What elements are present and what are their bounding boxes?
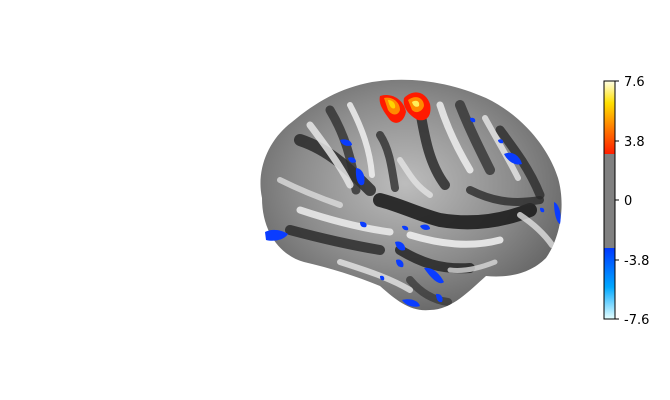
colorbar-tick-label-min: -7.6: [624, 313, 649, 328]
brain-folds: [277, 100, 555, 306]
colorbar-negative-segment: [604, 248, 615, 319]
colorbar-ticks: [615, 80, 619, 320]
brain-outline: [260, 79, 562, 311]
colorbar-tick-label-upper: 3.8: [624, 135, 645, 150]
colorbar-tick-label-max: 7.6: [624, 75, 645, 90]
colorbar-tick-label-zero: 0: [624, 194, 632, 209]
colorbar-tick-label-lower: -3.8: [624, 254, 649, 269]
colorbar-threshold-segment: [604, 154, 615, 248]
colorbar-positive-segment: [604, 81, 615, 154]
positive-activation-cluster: [379, 92, 431, 123]
brain-surface: [260, 79, 562, 311]
negative-activation-clusters: [265, 117, 561, 307]
colorbar: 7.6 3.8 0 -3.8 -7.6: [603, 75, 649, 328]
